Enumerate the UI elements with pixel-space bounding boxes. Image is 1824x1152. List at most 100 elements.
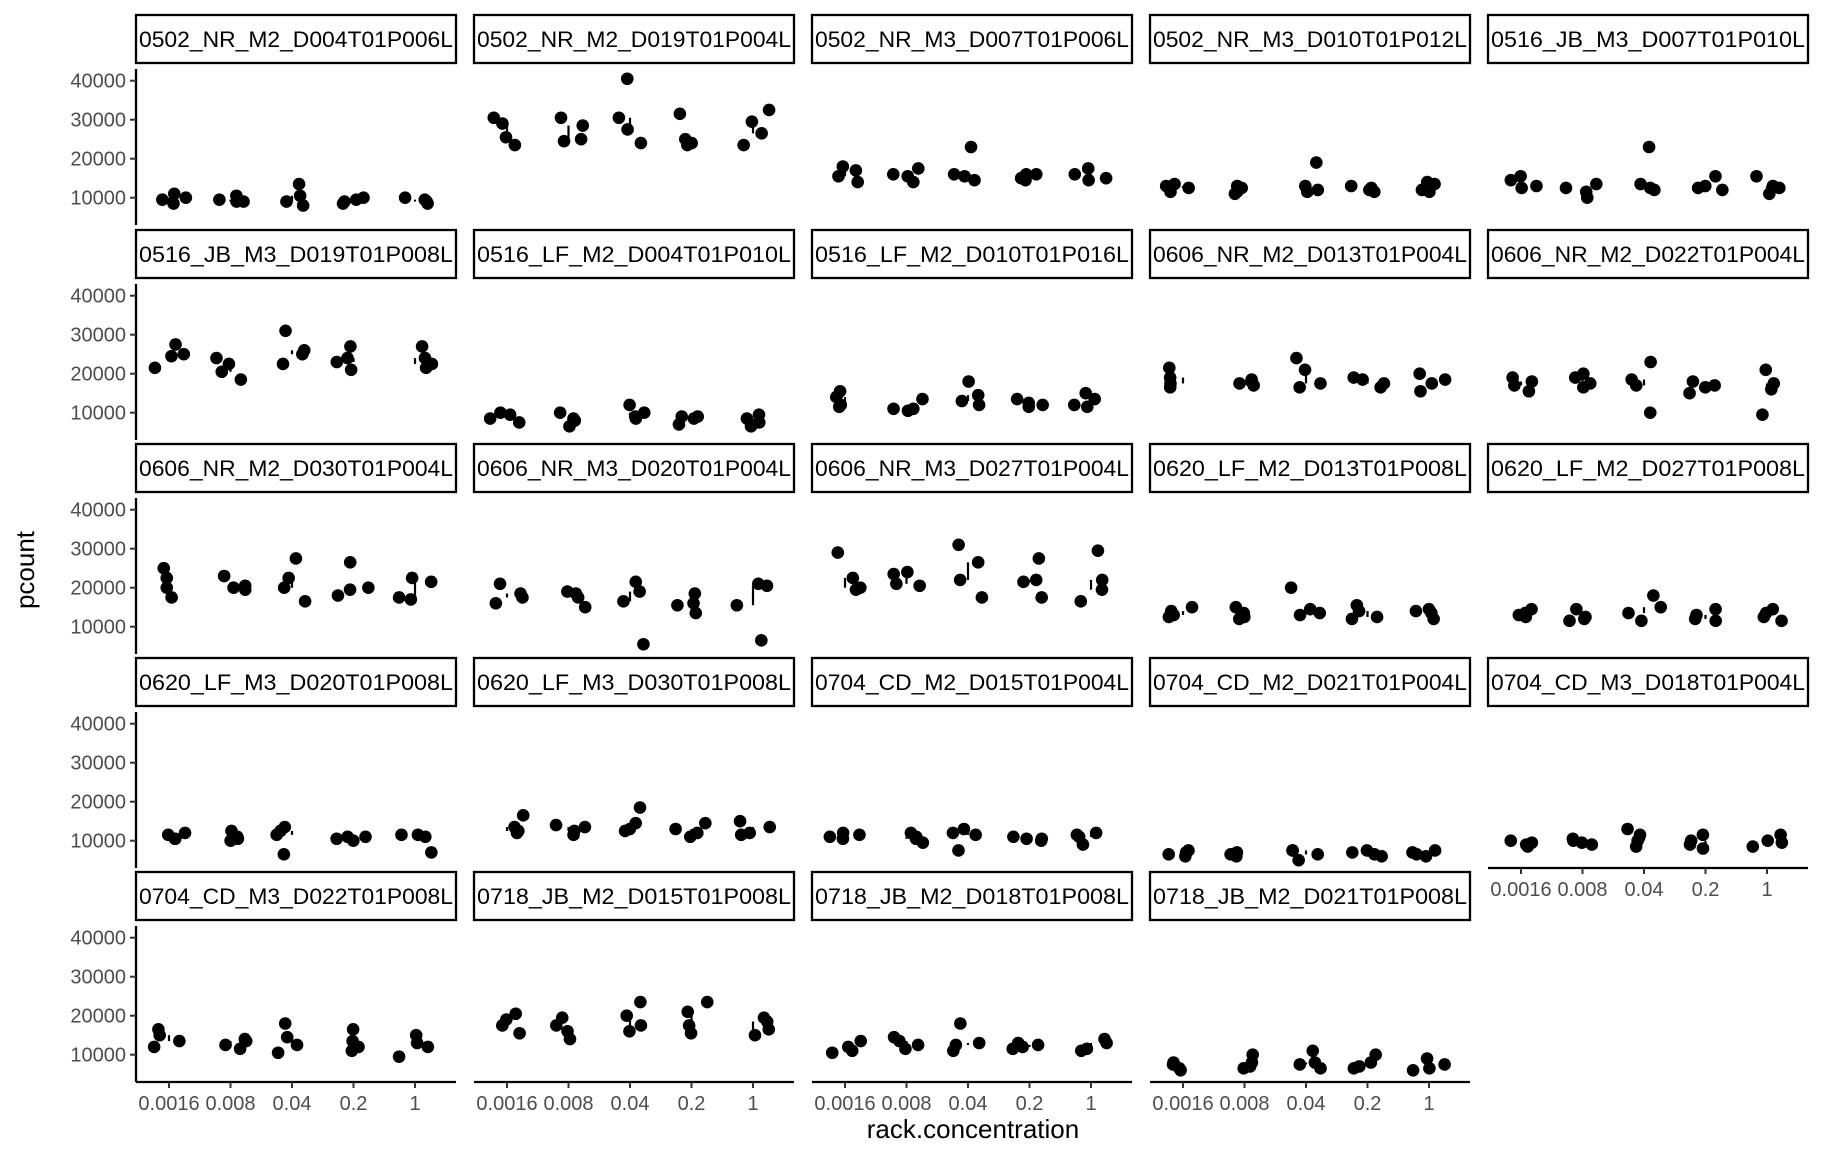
data-point bbox=[623, 822, 637, 836]
y-tick-label: 30000 bbox=[70, 325, 126, 347]
data-point bbox=[415, 340, 429, 353]
facet-strip bbox=[134, 442, 458, 494]
data-point bbox=[752, 577, 765, 591]
y-tick-label: 30000 bbox=[70, 110, 126, 132]
data-point bbox=[1091, 544, 1105, 557]
data-point bbox=[165, 349, 178, 363]
data-point bbox=[489, 597, 503, 610]
data-point bbox=[748, 1028, 762, 1042]
data-point bbox=[276, 357, 290, 371]
data-point bbox=[1159, 179, 1173, 193]
data-point bbox=[620, 72, 634, 86]
facet-strip bbox=[1486, 13, 1810, 65]
data-point bbox=[1031, 1038, 1045, 1052]
data-point bbox=[1029, 168, 1043, 181]
facet-strip-label: 0620_LF_M2_D013T01P008L bbox=[1153, 456, 1467, 481]
data-point bbox=[617, 595, 630, 608]
data-point bbox=[887, 1030, 901, 1044]
data-point bbox=[217, 569, 231, 583]
data-point bbox=[1163, 371, 1177, 384]
data-point bbox=[1182, 844, 1195, 857]
y-tick-label: 40000 bbox=[70, 714, 126, 736]
data-point bbox=[178, 826, 192, 840]
data-point bbox=[1068, 168, 1082, 181]
data-point bbox=[1082, 173, 1095, 187]
facet-strip bbox=[1486, 442, 1810, 494]
data-point bbox=[1292, 853, 1305, 867]
facet-panel: 0502_NR_M2_D004T01P006L 10000 20000 30000 40… bbox=[70, 13, 458, 225]
facet-strip-label: 0620_LF_M3_D020T01P008L bbox=[139, 670, 453, 695]
y-tick-label: 40000 bbox=[70, 928, 126, 950]
data-point bbox=[854, 1034, 868, 1048]
data-point bbox=[513, 1026, 526, 1040]
data-point bbox=[1182, 181, 1195, 195]
data-point bbox=[743, 826, 757, 840]
data-point bbox=[344, 340, 357, 353]
data-point bbox=[331, 589, 345, 602]
data-point bbox=[1233, 377, 1246, 390]
data-point bbox=[147, 1040, 161, 1054]
data-point bbox=[621, 123, 634, 136]
data-point bbox=[237, 195, 250, 208]
data-point bbox=[1081, 162, 1095, 175]
data-point bbox=[157, 561, 171, 575]
data-point bbox=[271, 1046, 285, 1060]
facet-strip-label: 0516_LF_M2_D004T01P010L bbox=[477, 242, 791, 267]
data-point bbox=[346, 1023, 360, 1036]
data-point bbox=[1363, 183, 1376, 197]
data-point bbox=[512, 824, 525, 838]
data-point bbox=[634, 1019, 648, 1032]
x-tick-label: 0.04 bbox=[611, 1093, 650, 1115]
y-tick-label: 20000 bbox=[70, 578, 126, 600]
facet-strip-label: 0704_CD_M3_D022T01P008L bbox=[139, 884, 453, 909]
data-point bbox=[1095, 583, 1109, 596]
data-point bbox=[160, 571, 174, 585]
y-tick-label: 20000 bbox=[70, 1006, 126, 1028]
data-point bbox=[846, 571, 860, 585]
data-point bbox=[392, 591, 406, 604]
data-point bbox=[343, 556, 357, 569]
data-point bbox=[1368, 848, 1381, 861]
y-tick-label: 10000 bbox=[70, 1045, 126, 1067]
data-point bbox=[173, 1034, 186, 1048]
facet-panel: 0516_JB_M3_D019T01P008L 10000 20000 30000 40… bbox=[70, 228, 458, 440]
data-point bbox=[576, 119, 590, 132]
y-tick-label: 10000 bbox=[70, 617, 126, 639]
data-point bbox=[411, 828, 425, 842]
x-tick-label: 0.04 bbox=[1625, 879, 1664, 901]
data-point bbox=[685, 136, 698, 150]
x-tick-label: 1 bbox=[409, 1093, 420, 1115]
data-point bbox=[280, 195, 293, 208]
data-point bbox=[836, 832, 850, 846]
facet-panel: 0502_NR_M2_D019T01P004L bbox=[472, 13, 796, 152]
data-point bbox=[238, 579, 252, 593]
data-point bbox=[971, 556, 985, 569]
data-point bbox=[1519, 838, 1533, 851]
data-point bbox=[219, 1038, 232, 1052]
facet-panel: 0502_NR_M3_D010T01P012L bbox=[1148, 13, 1472, 201]
data-point bbox=[341, 351, 354, 365]
data-point bbox=[1419, 850, 1433, 863]
data-point bbox=[239, 1034, 253, 1048]
data-point bbox=[1654, 600, 1668, 614]
data-point bbox=[1621, 822, 1634, 836]
data-point bbox=[886, 168, 900, 181]
data-point bbox=[972, 398, 986, 412]
x-tick-label: 0.008 bbox=[205, 1093, 255, 1115]
y-tick-label: 30000 bbox=[70, 539, 126, 561]
data-point bbox=[1428, 844, 1442, 857]
data-point bbox=[148, 361, 162, 375]
facet-panel: 0718_JB_M2_D021T01P008L 0.0016 0.008 0.04 0.… bbox=[1148, 870, 1472, 1115]
data-point bbox=[755, 127, 768, 140]
data-point bbox=[962, 375, 975, 388]
facet-strip-label: 0620_LF_M2_D027T01P008L bbox=[1491, 456, 1805, 481]
data-point bbox=[179, 191, 193, 204]
data-point bbox=[913, 579, 926, 593]
data-point bbox=[483, 412, 497, 425]
data-point bbox=[1036, 398, 1049, 412]
data-point bbox=[968, 173, 981, 187]
data-point bbox=[1514, 169, 1527, 183]
data-point bbox=[512, 416, 526, 429]
data-point bbox=[899, 1042, 912, 1056]
data-point bbox=[1010, 392, 1024, 406]
